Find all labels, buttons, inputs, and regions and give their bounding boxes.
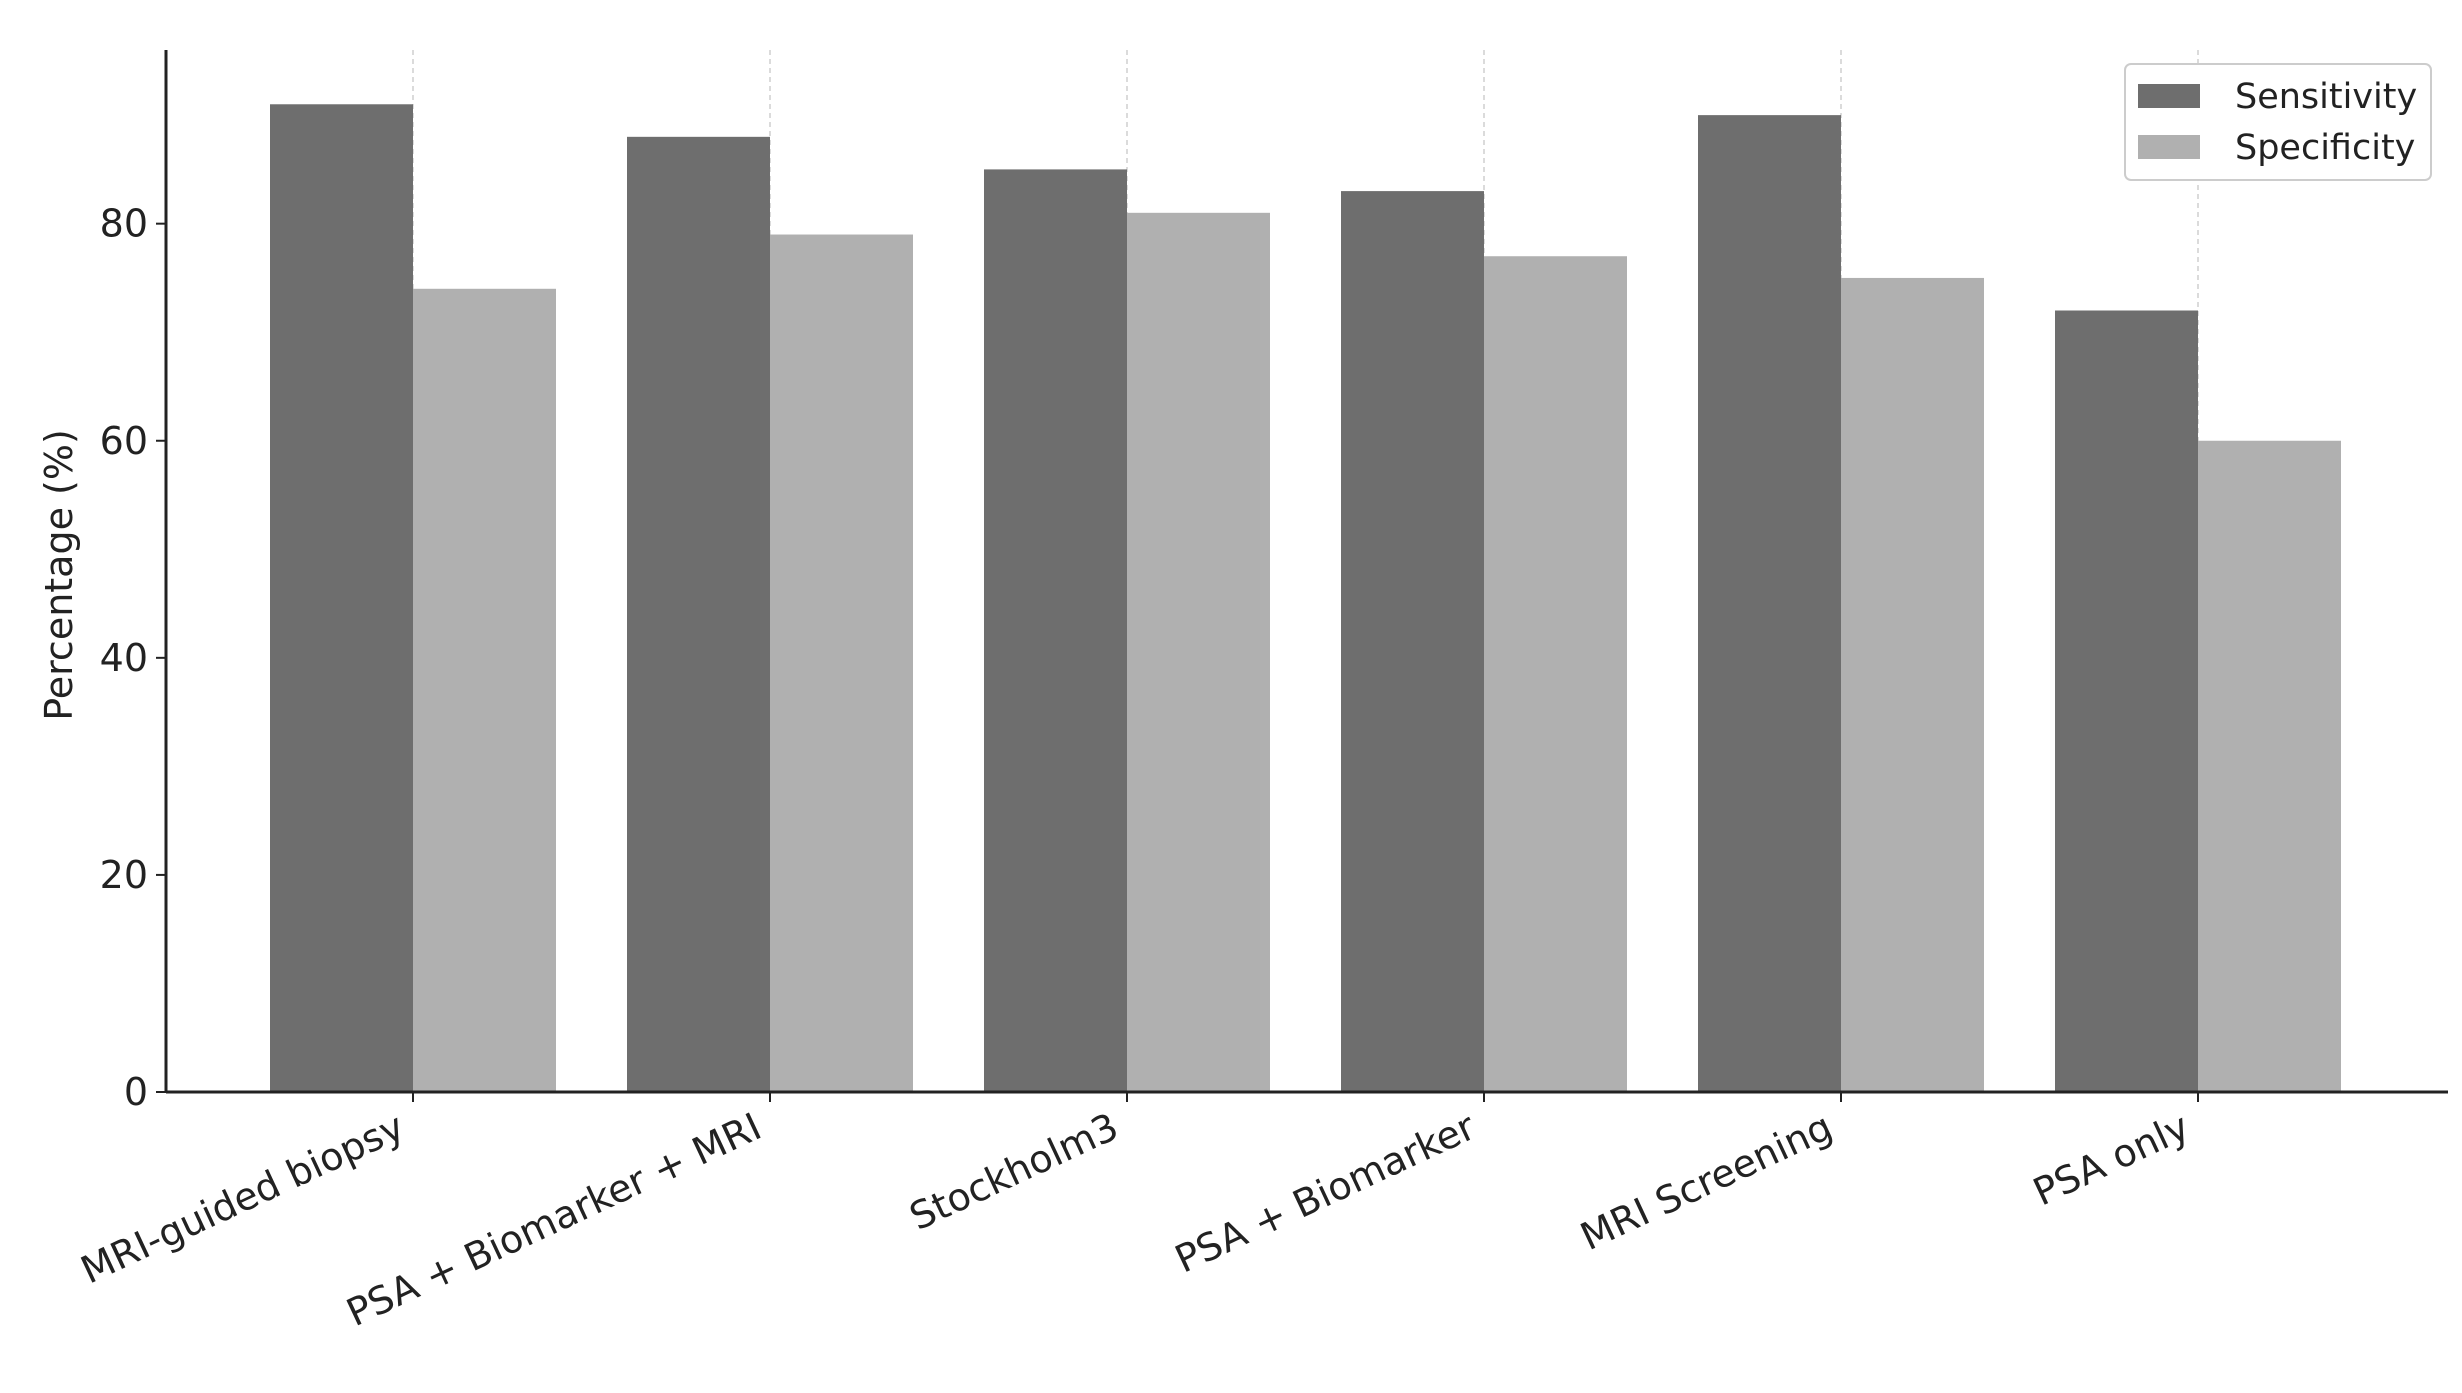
y-tick-label: 80 xyxy=(100,202,148,246)
x-tick-label-stockholm3: Stockholm3 xyxy=(903,1104,1125,1239)
legend: Sensitivity Specificity xyxy=(2124,63,2432,181)
bar-specificity-mri-screening xyxy=(1841,277,1984,1092)
bar-sensitivity-psa-biomarker xyxy=(1341,191,1484,1092)
bar-sensitivity-mri-screening xyxy=(1698,115,1841,1092)
y-axis-ticks: 0 20 40 60 80 xyxy=(100,202,166,1114)
bar-specificity-psa-biomarker xyxy=(1484,256,1627,1093)
bar-sensitivity-psa-biomarker-mri xyxy=(627,136,770,1093)
bar-sensitivity-stockholm3 xyxy=(984,169,1127,1093)
x-tick-label-mri-guided-biopsy: MRI-guided biopsy xyxy=(74,1104,411,1292)
bar-specificity-stockholm3 xyxy=(1127,212,1270,1092)
y-axis-title: Percentage (%) xyxy=(37,429,81,721)
bar-specificity-psa-biomarker-mri xyxy=(770,234,913,1093)
bar-specificity-psa-only xyxy=(2198,440,2341,1092)
y-tick-label: 60 xyxy=(100,419,148,463)
y-tick-label: 20 xyxy=(100,853,148,897)
legend-label-specificity: Specificity xyxy=(2235,128,2415,168)
legend-swatch-specificity xyxy=(2138,135,2200,159)
x-tick-label-psa-biomarker: PSA + Biomarker xyxy=(1168,1104,1482,1281)
x-tick-label-mri-screening: MRI Screening xyxy=(1574,1104,1839,1259)
bars xyxy=(270,104,2341,1093)
y-tick-label: 40 xyxy=(100,636,148,680)
bar-sensitivity-mri-guided-biopsy xyxy=(270,104,413,1093)
y-tick-label: 0 xyxy=(124,1070,148,1114)
x-tick-label-psa-only: PSA only xyxy=(2027,1104,2196,1214)
legend-swatch-sensitivity xyxy=(2138,84,2200,108)
legend-box xyxy=(2124,63,2432,181)
bar-sensitivity-psa-only xyxy=(2055,310,2198,1092)
legend-label-sensitivity: Sensitivity xyxy=(2235,77,2417,117)
bar-specificity-mri-guided-biopsy xyxy=(413,288,556,1093)
